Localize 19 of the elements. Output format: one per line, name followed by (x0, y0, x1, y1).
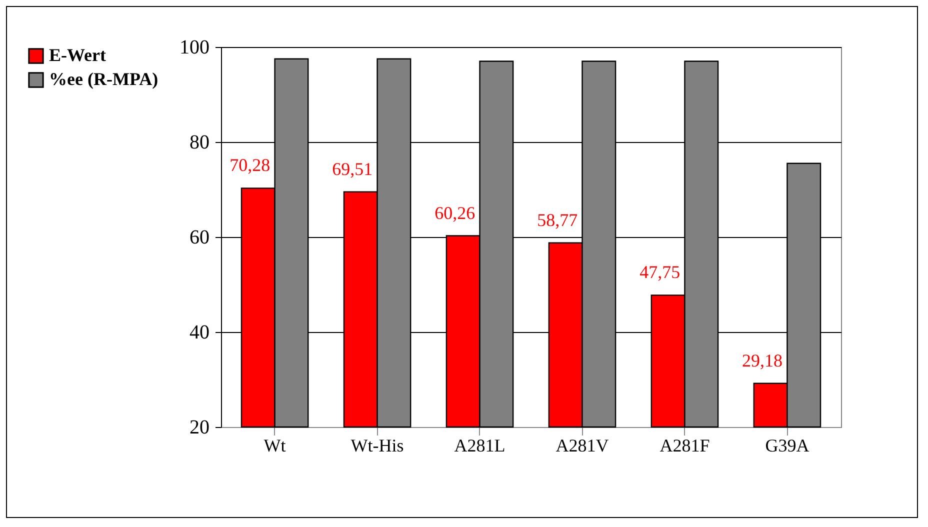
x-tick-label: A281L (454, 436, 506, 456)
x-tick-label: A281V (556, 436, 609, 456)
y-tick-label: 60 (190, 226, 210, 248)
y-tick-label: 20 (190, 416, 210, 438)
y-tick-label: 80 (190, 132, 210, 154)
y-tick-label: 40 (190, 322, 210, 344)
x-tick-label: Wt (264, 436, 286, 456)
data-label: 58,77 (537, 210, 578, 230)
data-label: 29,18 (742, 350, 783, 370)
y-tick-label: 100 (180, 36, 210, 58)
legend-label: %ee (R-MPA) (49, 69, 158, 89)
data-label: 47,75 (640, 262, 680, 282)
data-label: 69,51 (332, 158, 373, 179)
legend-label: E-Wert (49, 45, 106, 65)
data-label: 70,28 (230, 155, 270, 176)
x-tick-label: Wt-His (350, 436, 404, 456)
data-label: 60,26 (434, 202, 476, 223)
x-tick-label: G39A (765, 436, 810, 456)
x-tick-label: A281F (660, 436, 710, 456)
